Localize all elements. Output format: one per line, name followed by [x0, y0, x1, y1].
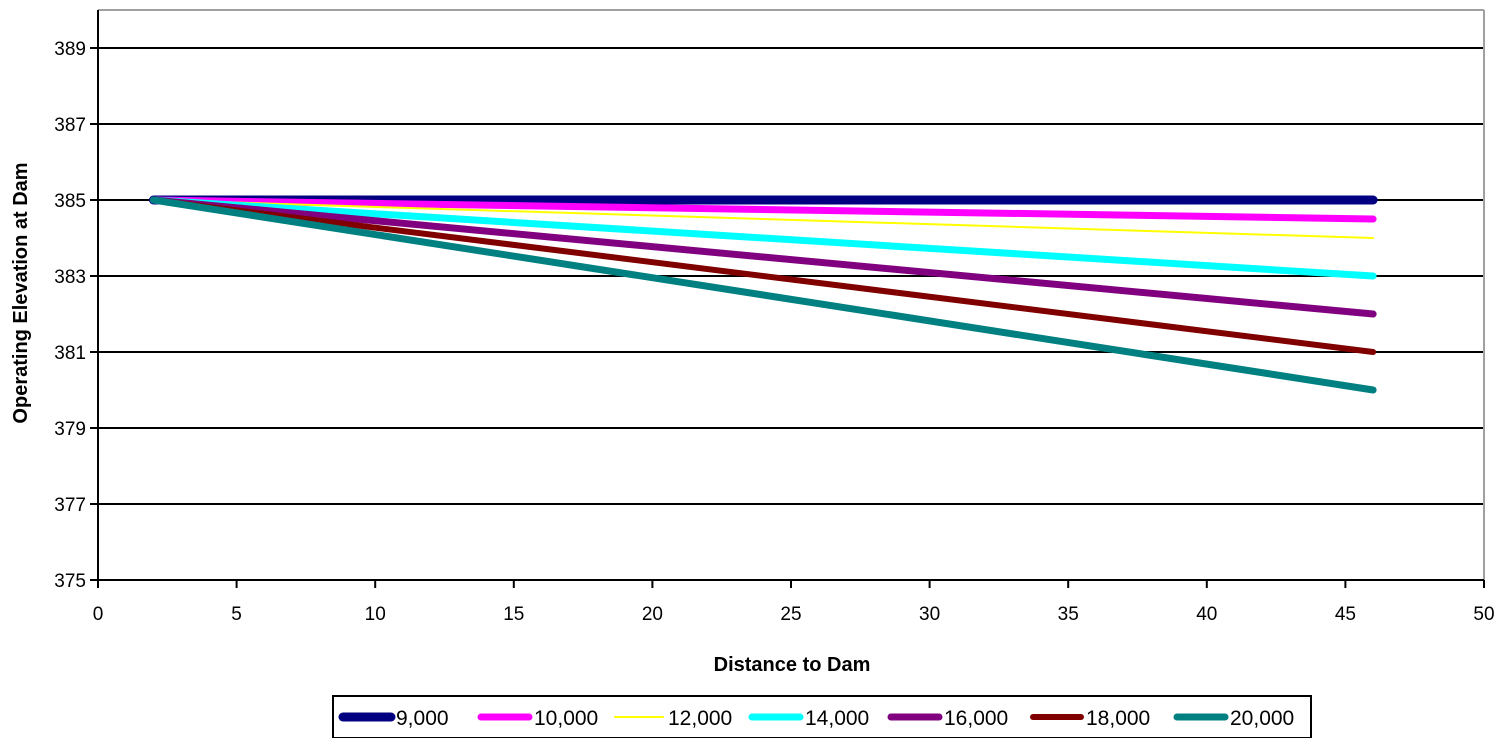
legend-label: 10,000	[534, 707, 598, 730]
x-tick-label: 25	[780, 604, 801, 625]
x-tick-label: 45	[1335, 604, 1356, 625]
x-tick-label: 20	[642, 604, 663, 625]
series-line	[149, 196, 1377, 280]
legend-label: 16,000	[944, 707, 1008, 730]
y-tick-label: 387	[54, 115, 86, 136]
legend-label: 9,000	[396, 707, 449, 730]
legend-label: 20,000	[1230, 707, 1294, 730]
y-tick-label: 385	[54, 191, 86, 212]
series-lines	[148, 195, 1378, 394]
x-tick-label: 15	[503, 604, 524, 625]
gridlines	[98, 47, 1484, 505]
x-tick-label: 5	[231, 604, 242, 625]
y-tick-label: 377	[54, 495, 86, 516]
y-axis-title: Operating Elevation at Dam	[10, 162, 32, 423]
y-tick-label: 381	[54, 343, 86, 364]
series-line	[152, 199, 1375, 239]
legend: 9,000 10,000 12,000 14,000 16,000 18,000 20,00…	[332, 695, 1312, 739]
series-line	[149, 196, 1377, 318]
x-tick-label: 0	[93, 604, 104, 625]
series-line	[150, 197, 1377, 355]
x-tick-label: 35	[1058, 604, 1079, 625]
y-tick-labels: 375 377 379 381 383 385 387 389	[54, 39, 86, 592]
x-tick-label: 40	[1196, 604, 1217, 625]
legend-label: 14,000	[805, 707, 869, 730]
y-tick-label: 389	[54, 39, 86, 60]
x-tick-label: 50	[1473, 604, 1494, 625]
axes	[90, 9, 1485, 588]
x-tick-label: 30	[919, 604, 940, 625]
x-tick-labels: 0 5 10 15 20 25 30 35 40 45 50	[93, 604, 1495, 625]
x-axis-title: Distance to Dam	[714, 654, 871, 676]
legend-label: 18,000	[1086, 707, 1150, 730]
y-tick-label: 379	[54, 419, 86, 440]
series-line	[149, 196, 1377, 223]
x-tick-label: 10	[365, 604, 386, 625]
y-tick-label: 383	[54, 267, 86, 288]
series-line	[149, 196, 1377, 394]
y-tick-label: 375	[54, 571, 86, 592]
legend-label: 12,000	[668, 707, 732, 730]
